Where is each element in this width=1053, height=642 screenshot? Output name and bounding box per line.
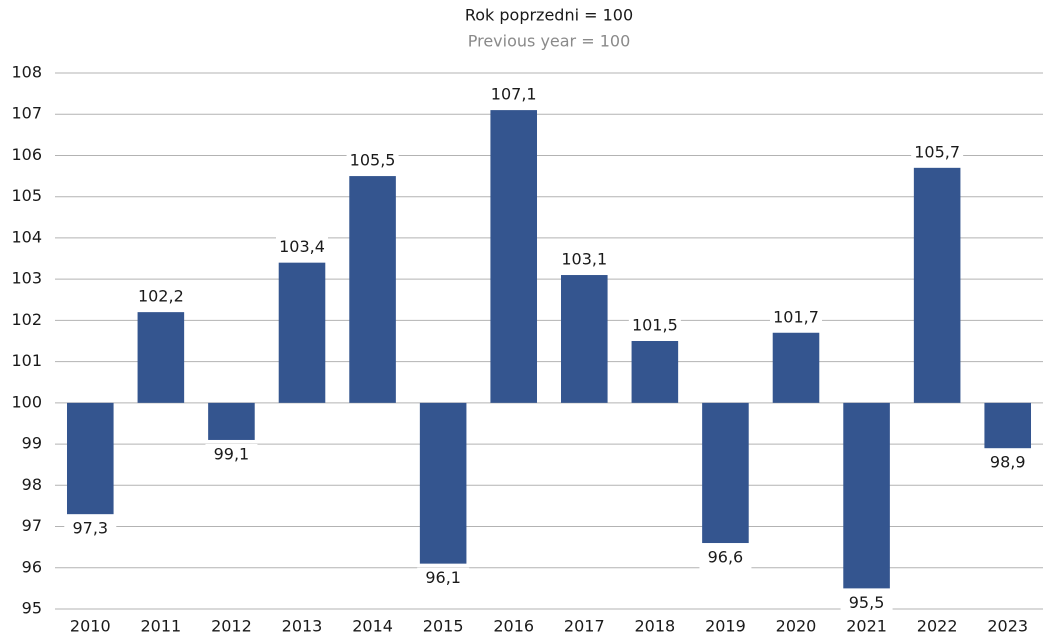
data-label: 95,5 [849,593,885,612]
bar [278,262,326,403]
bar [137,312,185,403]
label-background [840,592,893,615]
y-tick-label: 103 [11,269,42,288]
data-label: 96,1 [425,568,461,587]
data-label: 105,7 [914,142,960,161]
data-label: 105,5 [350,151,396,170]
label-background [487,84,540,107]
data-label: 101,5 [632,316,678,335]
data-label: 102,2 [138,287,184,306]
y-tick-label: 104 [11,227,42,246]
y-tick-label: 107 [11,104,42,123]
y-tick-label: 100 [11,392,42,411]
label-background [64,518,117,541]
x-tick-label: 2015 [423,617,464,636]
x-tick-label: 2019 [705,617,746,636]
label-background [134,286,187,309]
label-background [981,452,1034,475]
data-label: 107,1 [491,85,537,104]
bar [913,167,961,403]
bar [843,402,890,589]
label-background [417,567,470,590]
label-background [205,443,258,466]
bar [560,275,608,403]
y-tick-label: 106 [11,145,42,164]
x-tick-label: 2011 [140,617,181,636]
label-background [276,236,328,259]
x-tick-label: 2016 [493,617,534,636]
x-tick-label: 2021 [846,617,887,636]
label-background [770,306,822,329]
data-label: 103,1 [561,250,607,269]
bar [984,402,1032,449]
y-tick-label: 96 [22,557,42,576]
y-tick-label: 102 [11,310,42,329]
x-tick-label: 2020 [776,617,817,636]
data-label: 99,1 [214,444,250,463]
bar [631,341,679,403]
label-background [346,150,399,173]
y-tick-label: 98 [22,475,42,494]
label-background [699,547,752,570]
label-background [628,315,681,337]
chart-title: Rok poprzedni = 100 [465,6,633,25]
data-label: 98,9 [990,453,1026,472]
bar [208,402,255,440]
bar [349,176,396,403]
y-tick-label: 101 [11,351,42,370]
y-tick-label: 105 [11,186,42,205]
x-tick-label: 2010 [70,617,111,636]
y-tick-label: 95 [22,599,42,618]
y-tick-label: 108 [11,63,42,82]
x-tick-label: 2022 [917,617,958,636]
bar [772,332,820,403]
x-tick-label: 2012 [211,617,252,636]
y-tick-label: 99 [22,434,42,453]
bar [419,402,467,564]
data-label: 97,3 [72,519,108,538]
x-tick-label: 2017 [564,617,605,636]
data-label: 96,6 [708,548,744,567]
x-tick-label: 2014 [352,617,393,636]
x-tick-label: 2023 [987,617,1028,636]
data-label: 101,7 [773,307,819,326]
data-label: 103,4 [279,237,325,256]
y-tick-label: 97 [22,516,42,535]
bar [66,402,114,515]
x-tick-label: 2013 [282,617,323,636]
label-background [911,141,964,164]
label-background [558,249,611,272]
x-tick-label: 2018 [634,617,675,636]
bar [702,402,749,544]
bar [490,110,538,403]
chart-subtitle: Previous year = 100 [468,32,631,51]
